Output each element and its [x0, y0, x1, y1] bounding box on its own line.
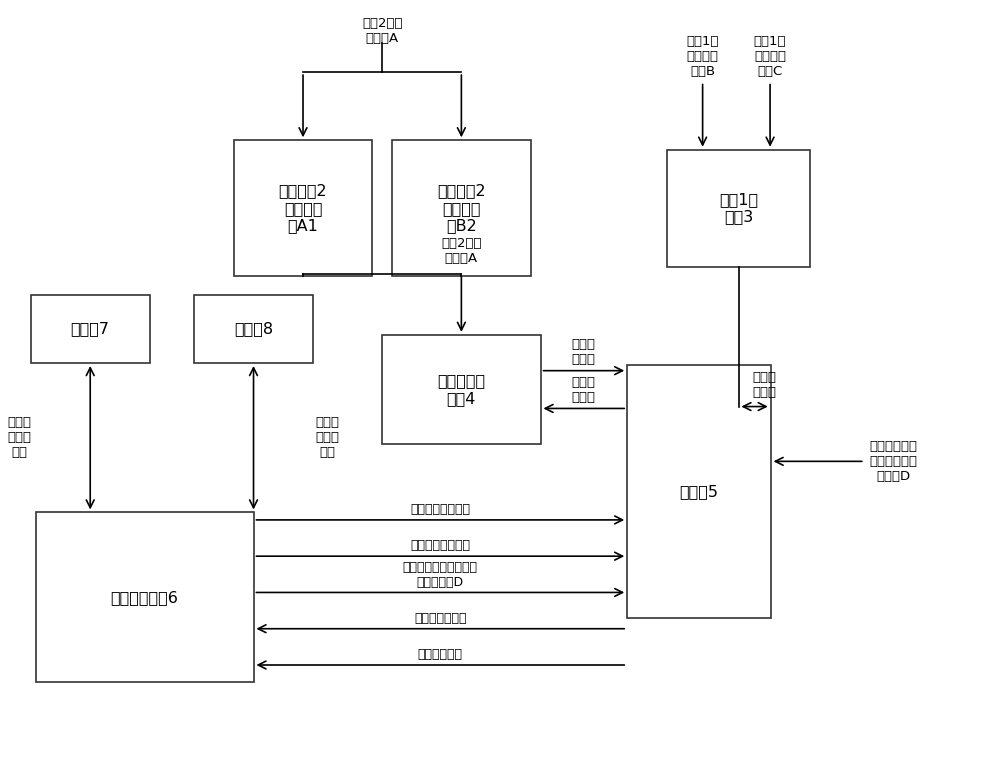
Text: 定位定
向信息: 定位定 向信息	[572, 338, 596, 366]
Bar	[392, 140, 531, 277]
Text: 本端站通信方位: 本端站通信方位	[414, 612, 467, 625]
Text: 北攷2代卫
星信号A: 北攷2代卫 星信号A	[362, 17, 402, 44]
Text: 前天线方位、俧仰: 前天线方位、俧仰	[410, 503, 470, 516]
Bar	[36, 513, 254, 682]
Text: 第二北旗2
代接收天
线B2: 第二北旗2 代接收天 线B2	[437, 183, 486, 233]
Text: 北斗定位定
向关4: 北斗定位定 向关4	[437, 374, 485, 406]
Text: 前天线和后天线的天线
初始俧仰角D: 前天线和后天线的天线 初始俧仰角D	[403, 561, 478, 589]
Text: 收发报
文信息: 收发报 文信息	[752, 371, 776, 399]
Text: 前天电7: 前天电7	[71, 322, 110, 337]
Text: 后天线
方位、
俧仰: 后天线 方位、 俧仰	[316, 416, 340, 459]
Text: 工控机5: 工控机5	[679, 484, 718, 499]
Bar	[667, 150, 810, 267]
Bar	[627, 365, 771, 618]
Bar	[194, 295, 313, 363]
Text: 前天线
方位、
俧仰: 前天线 方位、 俧仰	[7, 416, 31, 459]
Text: 收发报
文信息: 收发报 文信息	[572, 376, 596, 404]
Bar	[234, 140, 372, 277]
Text: 后天线方位、俧仰: 后天线方位、俧仰	[410, 539, 470, 552]
Text: 后天电8: 后天电8	[234, 322, 273, 337]
Bar	[382, 335, 541, 445]
Text: 第一北旗2
代接收天
线A1: 第一北旗2 代接收天 线A1	[279, 183, 327, 233]
Text: 北攷2代卫
星信号A: 北攷2代卫 星信号A	[441, 238, 482, 265]
Text: 北攷1代
天电3: 北攷1代 天电3	[719, 192, 758, 225]
Text: 北攷1代
卫星入站
信号B: 北攷1代 卫星入站 信号B	[686, 35, 719, 78]
Text: 天线展开指令: 天线展开指令	[418, 648, 463, 661]
Text: 天线控制单元6: 天线控制单元6	[111, 590, 179, 605]
Text: 北攷1代
卫星出站
信号C: 北攷1代 卫星出站 信号C	[754, 35, 786, 78]
Text: 前天线和后天
线的天线初始
俧仰角D: 前天线和后天 线的天线初始 俧仰角D	[870, 440, 918, 483]
Bar	[31, 295, 150, 363]
